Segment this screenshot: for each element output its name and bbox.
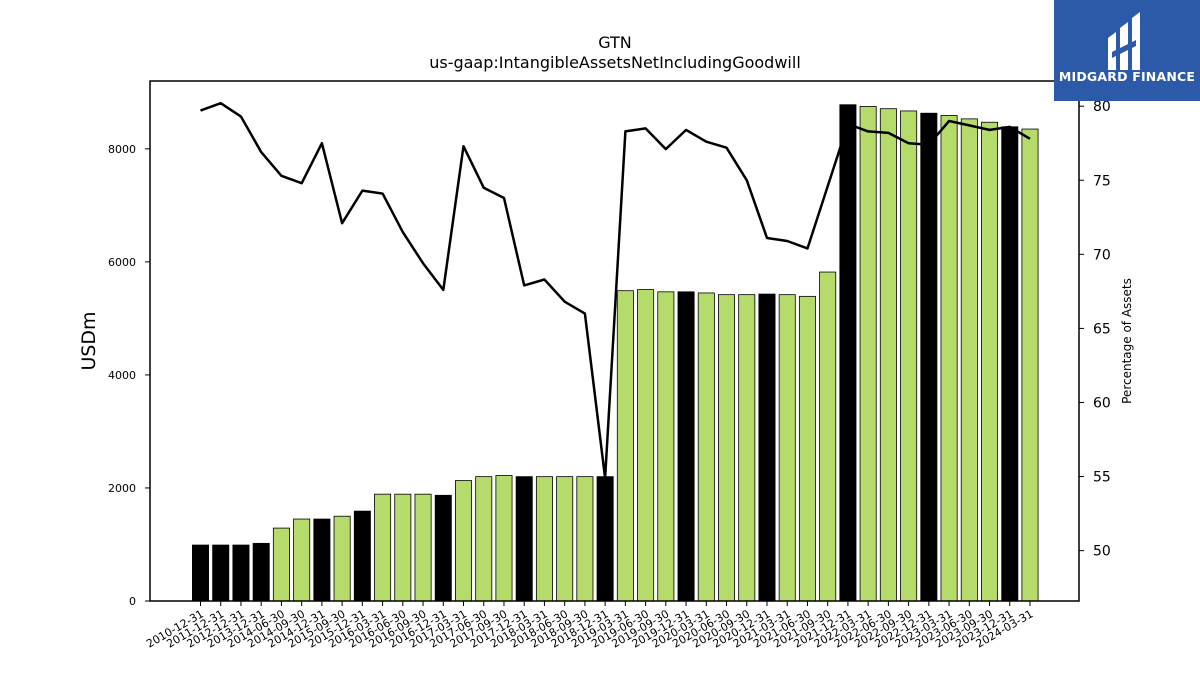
bar	[374, 493, 392, 602]
bar	[192, 544, 209, 602]
y-tick-label: 0	[129, 595, 136, 608]
bar	[616, 290, 634, 602]
bar	[596, 476, 614, 602]
bar	[637, 289, 655, 602]
logo-text: MIDGARD FINANCE	[1058, 69, 1196, 84]
bar	[819, 271, 837, 602]
bar	[272, 527, 290, 602]
bar	[940, 115, 958, 602]
y-tick-label: 6000	[108, 256, 136, 269]
bar	[920, 112, 938, 602]
midgard-finance-logo: MIDGARD FINANCE	[1054, 0, 1200, 101]
bar	[535, 476, 553, 602]
bar	[960, 118, 978, 602]
y-tick-label: 8000	[108, 143, 136, 156]
percentage-line	[200, 101, 1031, 480]
bar	[353, 510, 371, 602]
y-axis-ticks: 0 2000 4000 6000 8000	[108, 143, 150, 608]
y2-tick-label: 70	[1093, 247, 1111, 263]
bar	[475, 476, 493, 602]
y2-tick-label: 60	[1093, 395, 1111, 411]
bar	[495, 475, 513, 602]
x-axis-ticks: 2010-12-312011-12-312012-12-312013-12-31…	[144, 601, 1036, 651]
bar	[859, 106, 877, 602]
y2-tick-label: 75	[1093, 173, 1111, 189]
bar	[333, 515, 351, 602]
bar	[981, 121, 999, 602]
bar	[232, 544, 250, 602]
bar	[798, 295, 816, 602]
bar	[455, 480, 473, 602]
bar	[1021, 128, 1039, 602]
bar	[879, 108, 897, 602]
bar	[697, 292, 715, 602]
bar	[212, 544, 230, 602]
y2-axis-label: Percentage of Assets	[1120, 278, 1134, 404]
bars-group	[192, 104, 1039, 602]
y2-axis-ticks: 50 55 60 65 70 75 80	[1079, 99, 1111, 560]
plot-frame	[149, 80, 1080, 602]
bar	[1001, 126, 1019, 602]
bar	[657, 291, 675, 602]
chart-subtitle: us-gaap:IntangibleAssetsNetIncludingGood…	[429, 53, 801, 72]
bar	[778, 294, 796, 602]
bar	[252, 542, 270, 602]
bar	[738, 294, 756, 602]
bar	[758, 293, 776, 602]
bar	[313, 518, 331, 602]
y-tick-label: 2000	[108, 482, 136, 495]
line-group	[200, 101, 1031, 480]
y2-tick-label: 80	[1093, 99, 1111, 115]
chart-title: GTN	[598, 33, 632, 52]
bar	[718, 294, 736, 602]
bar	[677, 291, 695, 602]
y-axis-label: USDm	[78, 311, 100, 370]
bar	[434, 494, 452, 602]
bar	[839, 104, 857, 602]
logo-mark-icon	[1108, 12, 1140, 70]
bar	[515, 476, 533, 602]
bar	[293, 518, 311, 602]
y2-tick-label: 65	[1093, 321, 1111, 337]
y2-tick-label: 50	[1093, 544, 1111, 560]
bar	[556, 476, 574, 602]
y2-tick-label: 55	[1093, 470, 1111, 486]
bar	[900, 110, 918, 602]
y-tick-label: 4000	[108, 369, 136, 382]
bar	[414, 493, 432, 602]
bar	[576, 476, 594, 602]
bar	[394, 493, 412, 602]
